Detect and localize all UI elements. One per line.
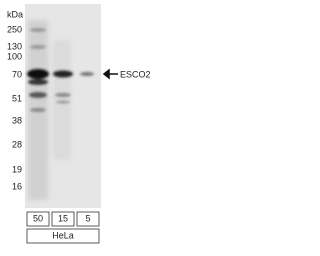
marker-label: 19 [12, 164, 22, 174]
lane-label: 5 [85, 213, 90, 223]
marker-label: 130 [7, 41, 22, 51]
marker-label: 28 [12, 139, 22, 149]
cell-line-box [26, 228, 100, 244]
lane-box [76, 211, 100, 227]
lane-box [26, 211, 50, 227]
blot-figure: kDa 250 130 100 70 51 38 28 19 16 ESCO2 … [7, 4, 150, 244]
marker-label: 16 [12, 181, 22, 191]
lane-box [51, 211, 75, 227]
marker-label: 51 [12, 93, 22, 103]
marker-label: 250 [7, 24, 22, 34]
marker-label: 100 [7, 51, 22, 61]
lane-label: 50 [33, 213, 43, 223]
lane-label: 15 [58, 213, 68, 223]
arrow [102, 68, 118, 80]
marker-label: 38 [12, 115, 22, 125]
unit-label: kDa [7, 9, 23, 19]
cell-line-label: HeLa [52, 230, 74, 240]
bands [27, 28, 94, 112]
marker-label: 70 [12, 69, 22, 79]
target-label: ESCO2 [120, 69, 150, 79]
